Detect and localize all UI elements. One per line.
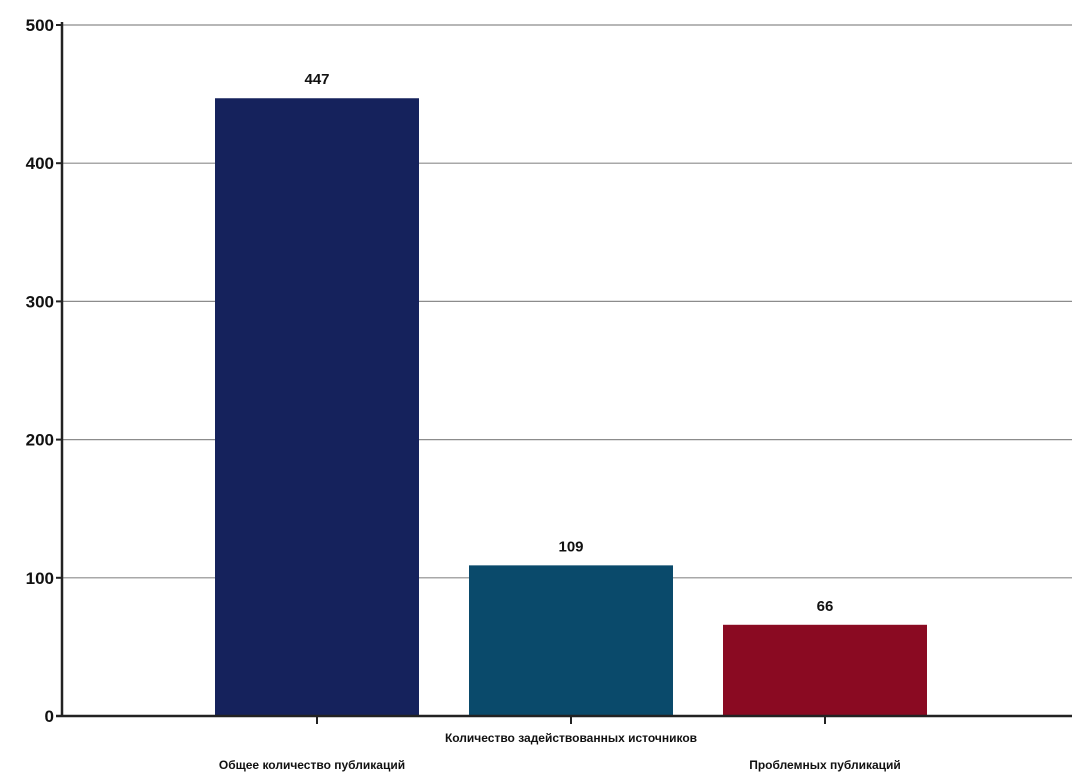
bars [215, 98, 927, 717]
y-tick-label: 200 [26, 431, 54, 450]
y-axis-ticks: 0 100 200 300 400 500 [26, 16, 62, 726]
data-label-3: 66 [817, 598, 834, 615]
y-tick-label: 100 [26, 569, 54, 588]
x-axis-ticks [316, 716, 826, 724]
bar-1 [215, 98, 419, 717]
y-tick-label: 400 [26, 154, 54, 173]
data-label-1: 447 [304, 71, 329, 88]
bar-2 [469, 565, 673, 716]
y-tick-label: 300 [26, 292, 54, 311]
y-tick-label: 500 [26, 16, 54, 35]
category-labels: Общее количество публикаций Количество за… [219, 731, 901, 772]
gridlines [62, 24, 1072, 579]
category-label-2: Количество задействованных источников [445, 731, 697, 745]
y-tick-label: 0 [45, 707, 54, 726]
bar-3 [723, 624, 927, 716]
category-label-3: Проблемных публикаций [749, 758, 901, 772]
category-label-1: Общее количество публикаций [219, 758, 405, 772]
data-label-2: 109 [558, 538, 583, 555]
data-labels: 447 109 66 [304, 71, 833, 615]
